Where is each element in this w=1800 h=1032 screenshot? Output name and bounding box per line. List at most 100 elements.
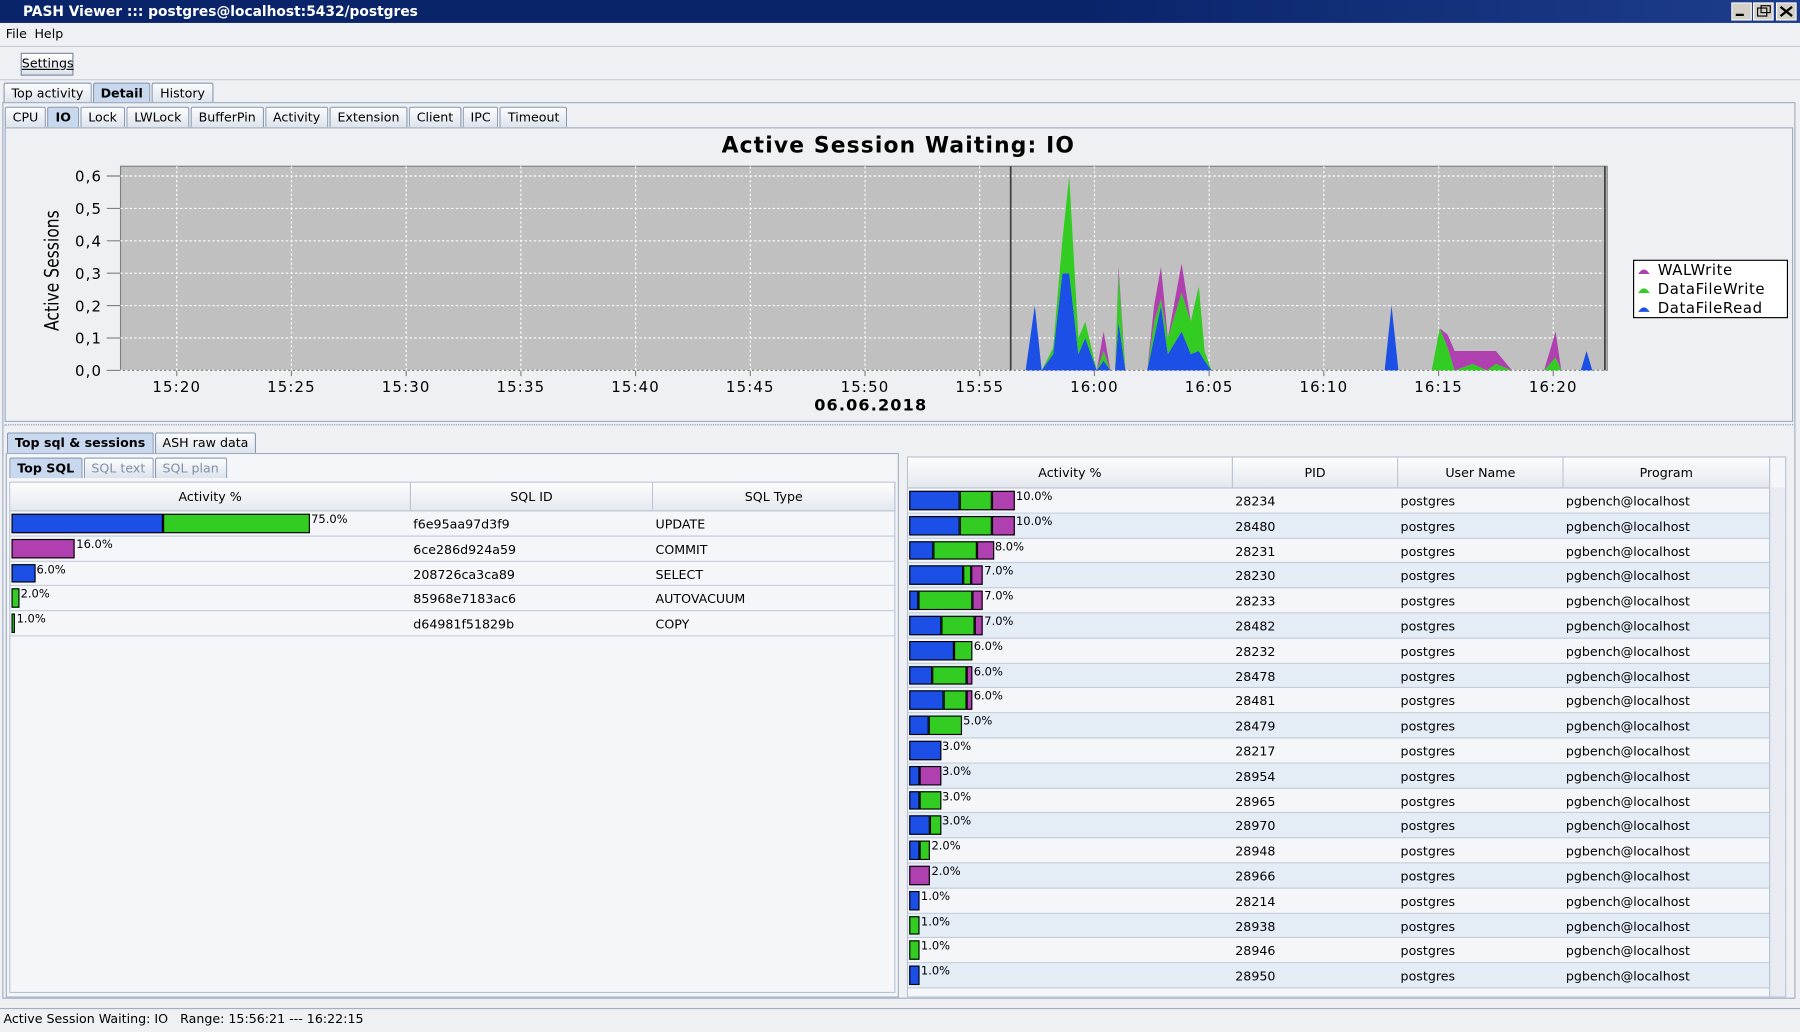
cell: postgres (1400, 869, 1456, 885)
bar-segment (919, 790, 941, 811)
cell: 28480 (1235, 519, 1276, 535)
bar-segment (966, 690, 973, 711)
column-header[interactable]: PID (1232, 457, 1399, 489)
table-row[interactable] (908, 713, 1786, 739)
tab[interactable]: IO (47, 106, 80, 128)
tab[interactable]: LWLock (126, 106, 190, 128)
tab[interactable]: SQL plan (154, 457, 227, 479)
y-tick-label: 0,0 (75, 362, 102, 380)
table-row[interactable] (908, 663, 1786, 689)
tab[interactable]: IPC (462, 106, 499, 128)
table-row[interactable] (908, 538, 1786, 564)
bar-segment (162, 513, 310, 533)
cell: 28482 (1235, 619, 1276, 635)
cell: SELECT (655, 567, 704, 582)
x-axis-label: 06.06.2018 (814, 396, 927, 415)
cell: 28481 (1235, 694, 1276, 710)
cell: 28233 (1235, 594, 1276, 610)
x-tick-label: 15:25 (267, 378, 316, 396)
bar-segment (909, 615, 941, 636)
toolbar (0, 45, 1800, 81)
settings-button[interactable]: Settings (20, 52, 74, 76)
table-row[interactable] (908, 838, 1786, 864)
scrollbar[interactable] (1769, 487, 1786, 997)
table-row[interactable] (908, 738, 1786, 764)
cell: postgres (1400, 769, 1456, 785)
cell: pgbench@localhost (1565, 919, 1690, 935)
bar-segment (972, 590, 984, 611)
cell: postgres (1400, 644, 1456, 660)
cell: 28234 (1235, 494, 1276, 510)
tab[interactable]: Top sql & sessions (6, 432, 154, 453)
table-row[interactable] (10, 561, 895, 587)
table-row[interactable] (908, 688, 1786, 714)
x-tick-label: 16:05 (1185, 378, 1234, 396)
tab[interactable]: SQL text (83, 457, 154, 479)
cell: 6ce286d924a59 (413, 542, 517, 558)
table-row[interactable] (908, 613, 1786, 639)
bar-segment (991, 515, 1015, 536)
bar-segment (909, 815, 931, 836)
activity-label: 7.0% (984, 565, 1014, 579)
table-row[interactable] (908, 863, 1786, 889)
menu-help[interactable]: Help (34, 26, 64, 42)
bar-segment (909, 515, 960, 536)
bar-segment (919, 840, 931, 861)
column-header[interactable]: Activity % (10, 482, 411, 512)
table-row[interactable] (908, 813, 1786, 839)
table-row[interactable] (10, 536, 895, 562)
cell: postgres (1400, 544, 1456, 560)
table-row[interactable] (908, 638, 1786, 664)
cell: postgres (1400, 844, 1456, 860)
tab[interactable]: Top SQL (9, 457, 83, 479)
tab[interactable]: Extension (329, 106, 408, 128)
table-row[interactable] (908, 563, 1786, 589)
column-header[interactable]: User Name (1398, 457, 1564, 489)
column-header[interactable]: SQL ID (410, 482, 654, 512)
column-header[interactable]: SQL Type (653, 482, 896, 512)
menu-file[interactable]: File (5, 26, 27, 42)
x-tick-label: 15:40 (611, 378, 660, 396)
cell: pgbench@localhost (1565, 619, 1690, 635)
tab[interactable]: Lock (80, 106, 126, 128)
table-row[interactable] (10, 611, 895, 637)
table-row[interactable] (908, 963, 1786, 989)
tab[interactable]: Timeout (499, 106, 568, 128)
y-tick-label: 0,4 (75, 233, 102, 251)
tab[interactable]: CPU (4, 106, 47, 128)
bar-segment (928, 715, 963, 736)
cell: pgbench@localhost (1565, 719, 1690, 735)
window-controls[interactable] (1731, 2, 1798, 21)
table-row[interactable] (908, 788, 1786, 814)
table-row[interactable] (908, 513, 1786, 539)
cell: 28946 (1235, 944, 1276, 960)
table-row[interactable] (908, 488, 1786, 514)
column-header[interactable]: Program (1563, 457, 1771, 489)
cell: postgres (1400, 619, 1456, 635)
title-bar: PASH Viewer ::: postgres@localhost:5432/… (0, 0, 1800, 23)
splitter[interactable] (4, 424, 1794, 427)
x-tick-label: 16:10 (1299, 378, 1348, 396)
bar-segment (909, 790, 920, 811)
tab[interactable]: Detail (92, 82, 151, 104)
tab[interactable]: Client (408, 106, 462, 128)
table-row[interactable] (10, 511, 895, 537)
tab[interactable]: History (152, 82, 214, 104)
cell: 208726ca3ca89 (413, 567, 515, 582)
cell: pgbench@localhost (1565, 844, 1690, 860)
table-row[interactable] (10, 586, 895, 612)
tab-bar: Top sql & sessions ASH raw data (6, 432, 258, 453)
tab[interactable]: BufferPin (190, 106, 264, 128)
tab[interactable]: ASH raw data (154, 432, 257, 453)
tab[interactable]: Top activity (3, 82, 92, 104)
table-row[interactable] (908, 913, 1786, 939)
table-row[interactable] (908, 938, 1786, 964)
tab[interactable]: Activity (264, 106, 329, 128)
bar-segment (11, 563, 36, 583)
table-row[interactable] (908, 888, 1786, 914)
table-row[interactable] (908, 763, 1786, 789)
table-row[interactable] (908, 588, 1786, 614)
column-header[interactable]: Activity % (908, 457, 1233, 489)
activity-label: 2.0% (931, 840, 961, 854)
activity-label: 2.0% (931, 865, 961, 879)
